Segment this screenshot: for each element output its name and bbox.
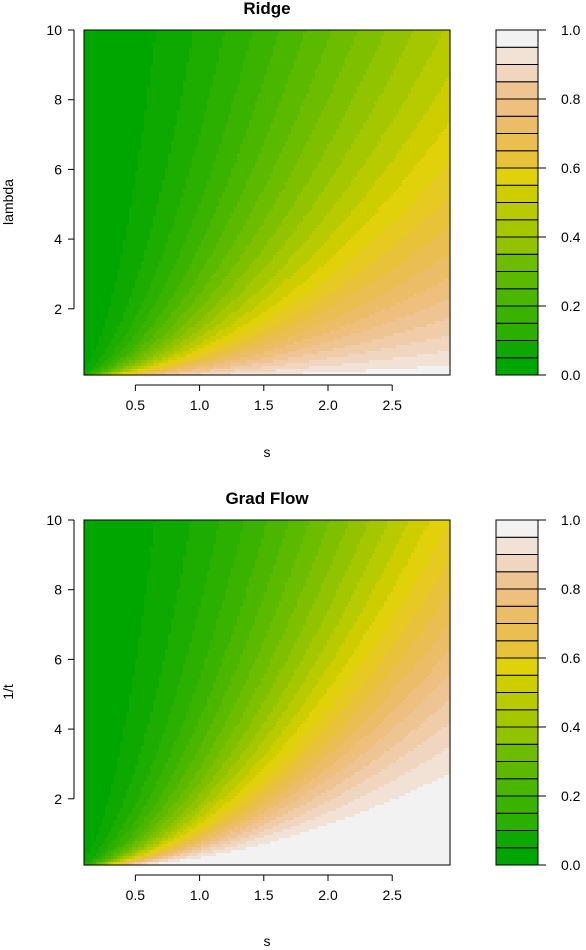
ridge-heatmap bbox=[84, 30, 451, 376]
ridge-title: Ridge bbox=[243, 0, 290, 18]
